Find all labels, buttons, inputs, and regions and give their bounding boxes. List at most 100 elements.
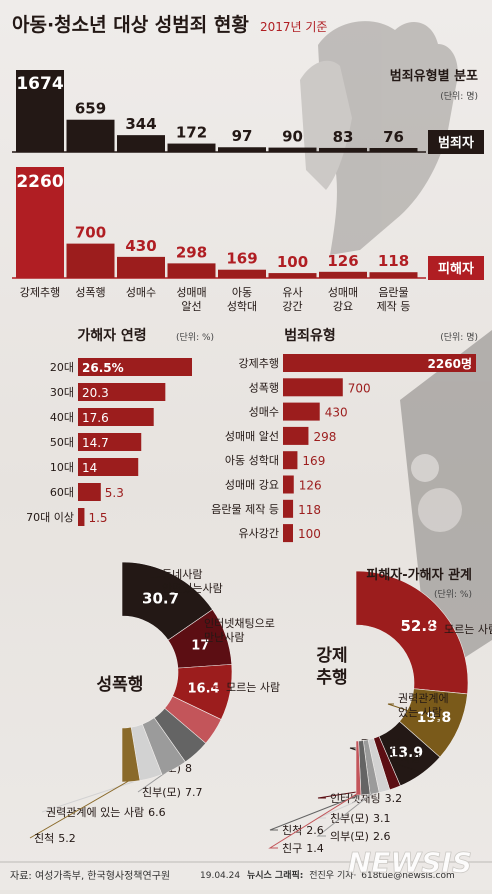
- dist-unit-note: (단위: 명): [440, 91, 478, 102]
- donut-value-label: 52.8: [400, 617, 437, 635]
- donut-slice: [355, 740, 362, 796]
- donut-category-label: 친부(모) 3.1: [330, 812, 390, 825]
- victim-bar: [167, 263, 216, 278]
- crime-type-category-label: 성매매 강요: [225, 479, 279, 492]
- donut-value-label: 13.9: [389, 745, 424, 761]
- age-category-label: 70대 이상: [26, 511, 74, 524]
- donut-leader-line: [149, 575, 173, 579]
- victim-bar: [117, 256, 165, 278]
- age-category-label: 10대: [50, 461, 74, 474]
- donut-value-label: 30.7: [142, 590, 179, 608]
- victim-bar: [268, 273, 317, 278]
- offender-bar: [16, 70, 64, 152]
- victim-value-label: 118: [378, 252, 409, 270]
- crime-type-category-label: 유사강간: [239, 527, 279, 540]
- victim-bar: [218, 269, 266, 278]
- crime-type-value-label: 700: [348, 381, 371, 395]
- donut-leader-line: [387, 703, 458, 728]
- donut-leader-line: [268, 792, 359, 849]
- watermark-logo: NEWSIS: [348, 846, 472, 879]
- donut-leader-line: [269, 792, 366, 831]
- donut-leader-line: [427, 608, 440, 629]
- donut-leader-line: [316, 791, 375, 837]
- victim-value-label: 298: [176, 243, 207, 261]
- crime-type-bar: [283, 426, 309, 445]
- crime-type-value-label: 430: [325, 406, 348, 420]
- category-label: 성매수: [126, 286, 156, 299]
- crime-type-value-label: 118: [298, 503, 321, 517]
- offender-bar: [117, 135, 165, 152]
- age-bar: [78, 483, 101, 501]
- victim-value-label: 700: [75, 224, 106, 242]
- crime-type-bar: [283, 354, 476, 372]
- age-bar: [78, 433, 142, 451]
- crime-type-category-label: 음란물 제작 등: [211, 503, 279, 516]
- donut-leader-line: [29, 779, 132, 839]
- offender-value-label: 90: [282, 128, 303, 146]
- footer-credit-agency: 뉴시스 그래픽:: [247, 869, 303, 881]
- victim-value-label: 100: [277, 253, 308, 271]
- crime-type-bar: [283, 402, 320, 421]
- offender-value-label: 172: [176, 124, 207, 142]
- category-label: 아동 성학대: [227, 286, 257, 313]
- offender-age-chart: 20대 26.5% 30대 20.3 40대 17.6 50대 14.7 10대 14 60대 5.3…: [26, 358, 192, 526]
- offender-bar: [319, 147, 367, 152]
- crime-type-value-label: 126: [299, 479, 322, 493]
- crime-type-category-label: 성매매 알선: [225, 429, 279, 443]
- hand-illustration: [300, 21, 458, 255]
- offender-bar: [66, 119, 115, 152]
- offender-value-label: 344: [125, 115, 156, 133]
- offender-value-label: 659: [75, 100, 106, 118]
- crime-type-value-label: 169: [302, 454, 325, 468]
- age-bar: [78, 458, 139, 476]
- donut-category-label: 의부(모) 2.6: [330, 830, 390, 843]
- donut2-center-title: 강제 추행: [316, 646, 347, 688]
- footer-source: 자료: 여성가족부, 한국형사정책연구원: [10, 870, 170, 882]
- age-value-label: 26.5%: [82, 361, 124, 375]
- crime-type-title: 범죄유형: [284, 327, 336, 344]
- crime-type-value-label: 298: [313, 430, 336, 444]
- dist-title: 범죄유형별 분포: [390, 68, 478, 84]
- age-value-label: 14.7: [82, 436, 109, 450]
- age-category-label: 30대: [50, 386, 74, 399]
- crime-type-bar: [283, 378, 343, 397]
- age-bar: [78, 408, 154, 426]
- category-label: 성매매 강요: [328, 286, 358, 313]
- donut-leader-line: [209, 685, 229, 693]
- footer-credit-email: 618tue@newsis.com: [361, 871, 455, 881]
- footer-credit-author: 전진우 기자·: [309, 870, 356, 881]
- legend-offender-badge: [428, 130, 484, 154]
- donut-category-label: 친척 2.6: [282, 824, 324, 837]
- crime-type-value-label: 2260명: [428, 357, 472, 371]
- relationship-unit-note: (단위: %): [434, 589, 472, 600]
- offender-value-label: 76: [383, 128, 404, 146]
- donut-category-label: 인터넷채팅으로 만난사람: [204, 617, 275, 644]
- victim-value-label: 430: [125, 237, 156, 255]
- crime-type-category-label: 강제추행: [239, 357, 279, 370]
- offender-value-label: 83: [333, 128, 354, 146]
- donut-category-label: 친구 1.4: [282, 842, 324, 855]
- legend-offender-label: 범죄자: [438, 135, 474, 151]
- footer-credit-date: 19.04.24: [200, 871, 240, 881]
- crime-type-category-label: 아동 성학대: [225, 454, 279, 467]
- offender-bar: [218, 147, 266, 152]
- crime-type-category-label: 성매수: [249, 406, 279, 419]
- victim-bar: [369, 272, 418, 278]
- offender-value-label: 97: [232, 127, 253, 145]
- age-value-label: 5.3: [105, 486, 124, 500]
- donut-slice: [121, 726, 141, 783]
- victim-value-label: 169: [226, 250, 257, 268]
- footer-credit: 19.04.24 뉴시스 그래픽: 전진우 기자· 618tue@newsis.…: [200, 869, 455, 881]
- type-distribution-chart: 1674 2260 강제추행 659 700 성폭행 344 430 성매수 172 298 성매매 알…: [12, 70, 426, 313]
- offender-bar: [369, 148, 418, 152]
- age-value-label: 14: [82, 461, 97, 475]
- victim-bar: [66, 243, 115, 278]
- crime-type-bar: [283, 451, 298, 470]
- age-value-label: 20.3: [82, 386, 109, 400]
